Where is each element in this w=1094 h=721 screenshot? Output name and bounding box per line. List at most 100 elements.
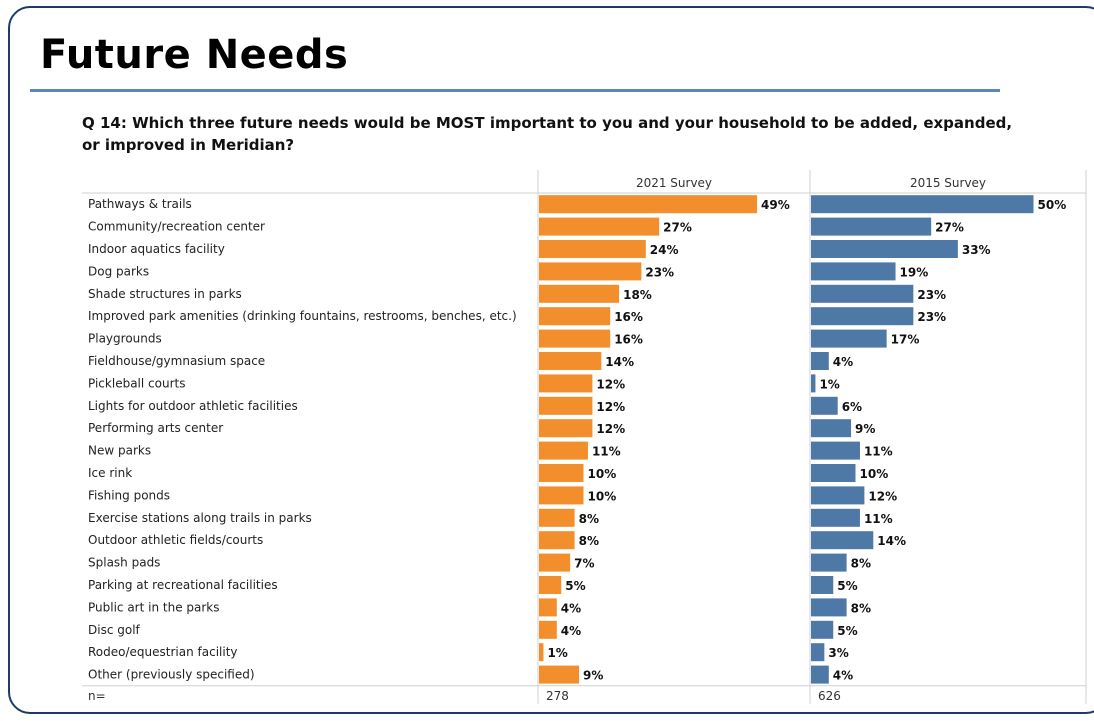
bar-2015 [811,665,829,684]
data-label-2015: 8% [851,601,871,615]
category-label: Fieldhouse/gymnasium space [88,354,265,368]
bar-2015 [811,195,1034,214]
category-label: Performing arts center [88,421,223,435]
category-label: Dog parks [88,264,149,278]
data-label-2015: 5% [837,624,857,638]
bar-2015 [811,508,860,527]
data-label-2021: 8% [579,534,599,548]
data-label-2015: 10% [860,467,889,481]
bar-2015 [811,464,856,482]
bar-2021 [539,419,593,438]
data-label-2021: 1% [547,646,567,660]
category-label: Improved park amenities (drinking founta… [88,309,517,323]
data-label-2021: 10% [588,467,617,481]
data-label-2015: 11% [864,512,893,526]
bar-2015 [811,419,852,438]
category-label: Outdoor athletic fields/courts [88,533,263,547]
bar-2021 [539,217,660,236]
title-rule [30,89,1000,92]
data-label-2021: 11% [592,445,621,459]
category-label: Exercise stations along trails in parks [88,511,312,525]
bar-2015 [811,396,838,415]
data-label-2015: 27% [935,221,964,235]
series-header-2015: 2015 Survey [910,176,986,190]
category-label: Shade structures in parks [88,287,242,301]
bar-2021 [539,352,602,370]
bar-2021 [539,464,584,482]
bar-2021 [539,307,611,326]
bar-2015 [811,643,825,662]
bar-2015 [811,620,834,639]
data-label-2015: 19% [900,265,929,279]
bar-2021 [539,508,575,527]
bar-2015 [811,307,914,326]
bar-2021 [539,240,646,258]
bar-2015 [811,486,865,505]
bar-2015 [811,352,829,370]
data-label-2015: 4% [833,669,853,683]
category-label: New parks [88,444,151,458]
data-label-2015: 50% [1038,198,1067,212]
bar-2021 [539,576,562,594]
bar-2021 [539,396,593,415]
bar-2021 [539,486,584,505]
category-label: Pathways & trails [88,197,192,211]
data-label-2021: 16% [614,333,643,347]
category-label: Community/recreation center [88,220,265,234]
bar-2021 [539,553,571,572]
data-label-2015: 14% [877,534,906,548]
bar-2021 [539,262,642,281]
data-label-2015: 23% [917,288,946,302]
data-label-2015: 33% [962,243,991,257]
data-label-2021: 9% [583,669,603,683]
bar-2015 [811,441,860,460]
data-label-2021: 8% [579,512,599,526]
data-label-2015: 3% [828,646,848,660]
data-label-2015: 6% [842,400,862,414]
data-label-2021: 12% [596,400,625,414]
bar-2021 [539,329,611,348]
bar-2021 [539,643,544,662]
category-label: Lights for outdoor athletic facilities [88,399,298,413]
n-value-2015: 626 [818,689,841,703]
bar-2015 [811,576,834,594]
category-labels: Pathways & trails Community/recreation ce… [88,197,517,681]
bar-2015 [811,284,914,303]
data-label-2015: 8% [851,557,871,571]
bar-2021 [539,195,758,214]
category-label: Rodeo/equestrian facility [88,645,238,659]
data-label-2015: 23% [917,310,946,324]
bar-2021 [539,374,593,393]
data-label-2015: 5% [837,579,857,593]
series-header-2021: 2021 Survey [636,176,712,190]
data-label-2021: 12% [596,422,625,436]
data-label-2021: 4% [561,601,581,615]
data-label-2015: 12% [868,489,897,503]
question-text: Q 14: Which three future needs would be … [82,114,1013,154]
bar-2015 [811,217,932,236]
bar-2015 [811,240,958,258]
data-label-2015: 9% [855,422,875,436]
bar-2015 [811,553,847,572]
category-label: Fishing ponds [88,488,170,502]
category-label: Other (previously specified) [88,668,255,682]
bar-2021 [539,620,557,639]
data-label-2015: 17% [891,333,920,347]
category-label: Pickleball courts [88,376,185,390]
bar-2015 [811,329,887,348]
data-label-2015: 4% [833,355,853,369]
category-label: Disc golf [88,623,141,637]
data-label-2021: 23% [645,265,674,279]
bar-2015 [811,374,816,393]
chart-grid [82,170,1087,704]
data-label-2015: 1% [819,377,839,391]
bar-2021 [539,284,620,303]
data-label-2021: 14% [605,355,634,369]
data-label-2021: 18% [623,288,652,302]
bar-2015 [811,598,847,617]
category-label: Playgrounds [88,332,162,346]
data-label-2015: 11% [864,445,893,459]
data-label-2021: 49% [761,198,790,212]
data-label-2021: 5% [565,579,585,593]
